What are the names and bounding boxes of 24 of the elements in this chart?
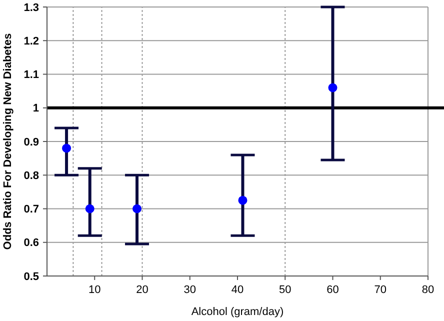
x-tick-label: 60	[326, 284, 339, 296]
x-tick-label: 10	[88, 284, 101, 296]
y-tick-label: 0.9	[24, 136, 39, 148]
y-tick-label: 1.2	[24, 35, 39, 48]
x-tick-label: 70	[374, 284, 386, 296]
x-tick-label: 30	[184, 284, 196, 296]
x-tick-label: 40	[231, 284, 244, 296]
point	[85, 204, 94, 214]
y-tick-label: 0.5	[24, 270, 39, 283]
point	[238, 196, 248, 205]
x-tick-label: 50	[279, 284, 292, 296]
x-tick-label: 80	[422, 284, 434, 296]
x-axis-title: Alcohol (gram/day)	[191, 306, 284, 318]
y-tick-label: 0.8	[24, 170, 39, 182]
point	[132, 204, 142, 214]
y-tick-label: 0.7	[24, 204, 39, 216]
y-tick-label: 1	[32, 102, 39, 115]
x-tick-label: 20	[136, 284, 148, 296]
y-tick-label: 1.3	[24, 2, 39, 14]
y-tick-label: 1.1	[24, 69, 39, 82]
point	[62, 144, 72, 153]
y-tick-label: 0.6	[24, 237, 39, 250]
point	[328, 83, 338, 92]
y-axis-title: Odds Ratio For Developing New Diabetes	[2, 33, 14, 250]
